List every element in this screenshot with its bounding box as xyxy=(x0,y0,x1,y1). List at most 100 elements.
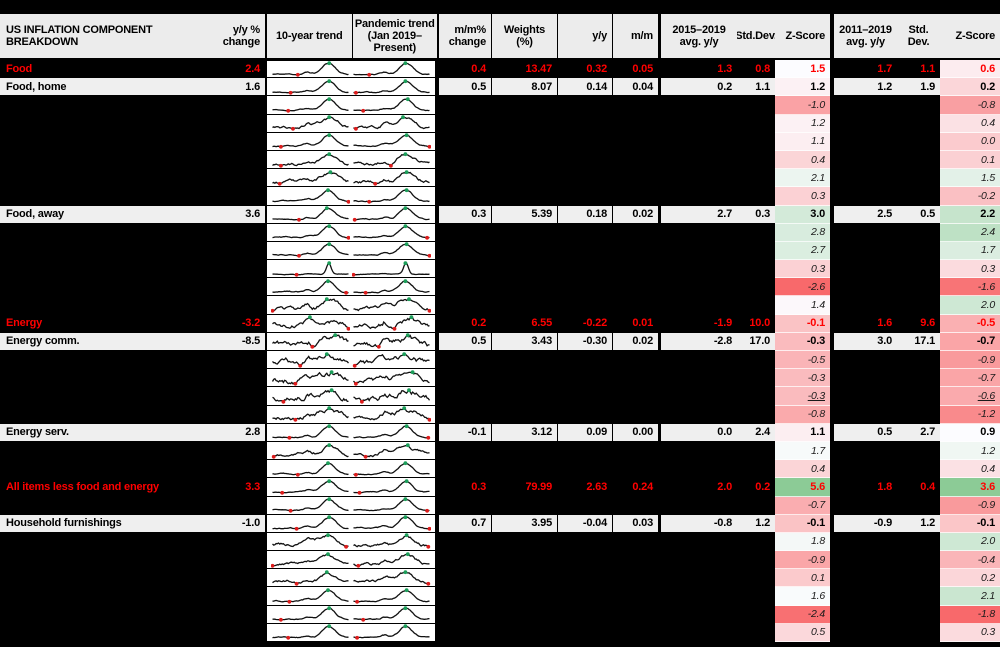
avg-2015-2019-cell xyxy=(658,223,737,242)
avg-2011-2019-cell xyxy=(830,260,897,279)
stddev-1-cell xyxy=(737,532,775,552)
zscore-1-cell: -0.8 xyxy=(775,405,830,424)
yy-change-cell xyxy=(210,114,265,133)
avg-2015-2019-cell xyxy=(658,605,737,624)
spark-max-marker xyxy=(407,297,411,302)
table-title: US INFLATION COMPONENT BREAKDOWN xyxy=(0,14,210,58)
row-label xyxy=(0,532,210,552)
zscore-1-cell: -0.9 xyxy=(775,551,830,570)
spark-min-marker xyxy=(280,490,285,495)
mm-cell xyxy=(612,587,658,606)
mm-change-cell xyxy=(437,551,491,570)
yy-change-cell xyxy=(210,405,265,424)
spark-max-marker xyxy=(404,188,409,193)
avg-2015-2019-cell xyxy=(658,387,737,406)
stddev-1-cell xyxy=(737,460,775,479)
yy-change-cell xyxy=(210,132,265,151)
zscore-1-cell: -2.4 xyxy=(775,605,830,624)
zscore-2-cell: 0.3 xyxy=(940,260,1000,279)
weights-cell xyxy=(491,460,557,479)
yy-cell xyxy=(557,496,612,515)
spark-min-marker xyxy=(346,236,350,240)
stddev-1-cell xyxy=(737,441,775,461)
weights-cell: 3.95 xyxy=(491,514,557,533)
zscore-2-cell: -1.8 xyxy=(940,605,1000,624)
sparkline-cell xyxy=(265,587,437,606)
mm-cell xyxy=(612,532,658,552)
table-row: 2.1 1.5 xyxy=(0,169,1000,188)
spark-min-marker xyxy=(352,217,357,222)
sparkline-10yr-trend xyxy=(272,79,349,95)
avg-2015-2019-cell: 2.7 xyxy=(658,205,737,224)
stddev-1-cell xyxy=(737,260,775,279)
stddev-2-cell xyxy=(897,169,940,188)
mm-cell xyxy=(612,405,658,424)
sparkline-10yr-trend xyxy=(272,424,349,441)
avg-2011-2019-cell xyxy=(830,623,897,642)
sparkline-cell xyxy=(265,532,437,552)
row-label xyxy=(0,187,210,206)
yy-cell xyxy=(557,605,612,624)
yy-cell xyxy=(557,369,612,388)
zscore-1-cell: 0.3 xyxy=(775,187,830,206)
sparkline-pandemic-trend xyxy=(353,61,430,77)
mm-cell xyxy=(612,260,658,279)
yy-cell: 0.09 xyxy=(557,423,612,442)
zscore-1-cell: 3.0 xyxy=(775,205,830,224)
avg-2015-2019-cell xyxy=(658,114,737,133)
table-row: 1.2 0.4 xyxy=(0,114,1000,133)
yy-cell xyxy=(557,169,612,188)
row-label xyxy=(0,114,210,133)
zscore-1-cell: 1.4 xyxy=(775,296,830,315)
table-row: -0.3 -0.6 xyxy=(0,387,1000,406)
spark-max-marker xyxy=(403,206,408,211)
mm-change-cell xyxy=(437,187,491,206)
sparkline-cell xyxy=(265,96,437,115)
zscore-1-cell: 1.7 xyxy=(775,441,830,461)
row-label xyxy=(0,132,210,151)
yy-change-cell xyxy=(210,387,265,406)
avg-2011-2019-cell xyxy=(830,387,897,406)
stddev-2-cell xyxy=(897,569,940,588)
yy-cell xyxy=(557,532,612,552)
stddev-2-cell xyxy=(897,351,940,370)
spark-max-marker xyxy=(327,115,332,120)
spark-min-marker xyxy=(279,163,283,168)
spark-max-marker xyxy=(324,297,329,302)
sparkline-10yr-trend xyxy=(272,206,349,222)
sparkline-pandemic-trend xyxy=(353,79,430,95)
mm-change-cell: 0.3 xyxy=(437,205,491,224)
spark-max-marker xyxy=(403,570,408,574)
mm-change-cell xyxy=(437,441,491,461)
spark-min-marker xyxy=(293,381,298,386)
sparkline-pandemic-trend xyxy=(353,461,430,477)
spark-min-marker xyxy=(295,472,300,477)
stddev-2-cell xyxy=(897,223,940,242)
avg-2011-2019-cell: 2.5 xyxy=(830,205,897,224)
spark-min-marker xyxy=(346,327,350,331)
spark-min-marker xyxy=(356,563,361,568)
sparkline-pandemic-trend xyxy=(353,170,430,186)
stddev-2-cell xyxy=(897,605,940,624)
zscore-1-cell: -1.0 xyxy=(775,96,830,115)
zscore-2-cell: -0.7 xyxy=(940,332,1000,351)
sparkline-10yr-trend xyxy=(272,406,349,422)
table-row: 0.4 0.4 xyxy=(0,460,1000,479)
mm-change-cell: 0.4 xyxy=(437,60,491,79)
weights-cell xyxy=(491,169,557,188)
yy-change-cell: 3.3 xyxy=(210,478,265,497)
sparkline-pandemic-trend xyxy=(353,406,431,422)
mm-cell: 0.04 xyxy=(612,78,658,97)
stddev-1-cell: 2.4 xyxy=(737,423,775,442)
spark-max-marker xyxy=(329,370,334,374)
spark-max-marker xyxy=(327,497,332,502)
spark-max-marker xyxy=(404,424,409,429)
sparkline-pandemic-trend xyxy=(353,315,430,331)
row-label xyxy=(0,296,210,315)
mm-change-cell: -0.1 xyxy=(437,423,491,442)
yy-cell xyxy=(557,132,612,151)
spark-max-marker xyxy=(401,115,405,120)
weights-cell xyxy=(491,96,557,115)
sparkline-10yr-trend xyxy=(272,133,349,150)
